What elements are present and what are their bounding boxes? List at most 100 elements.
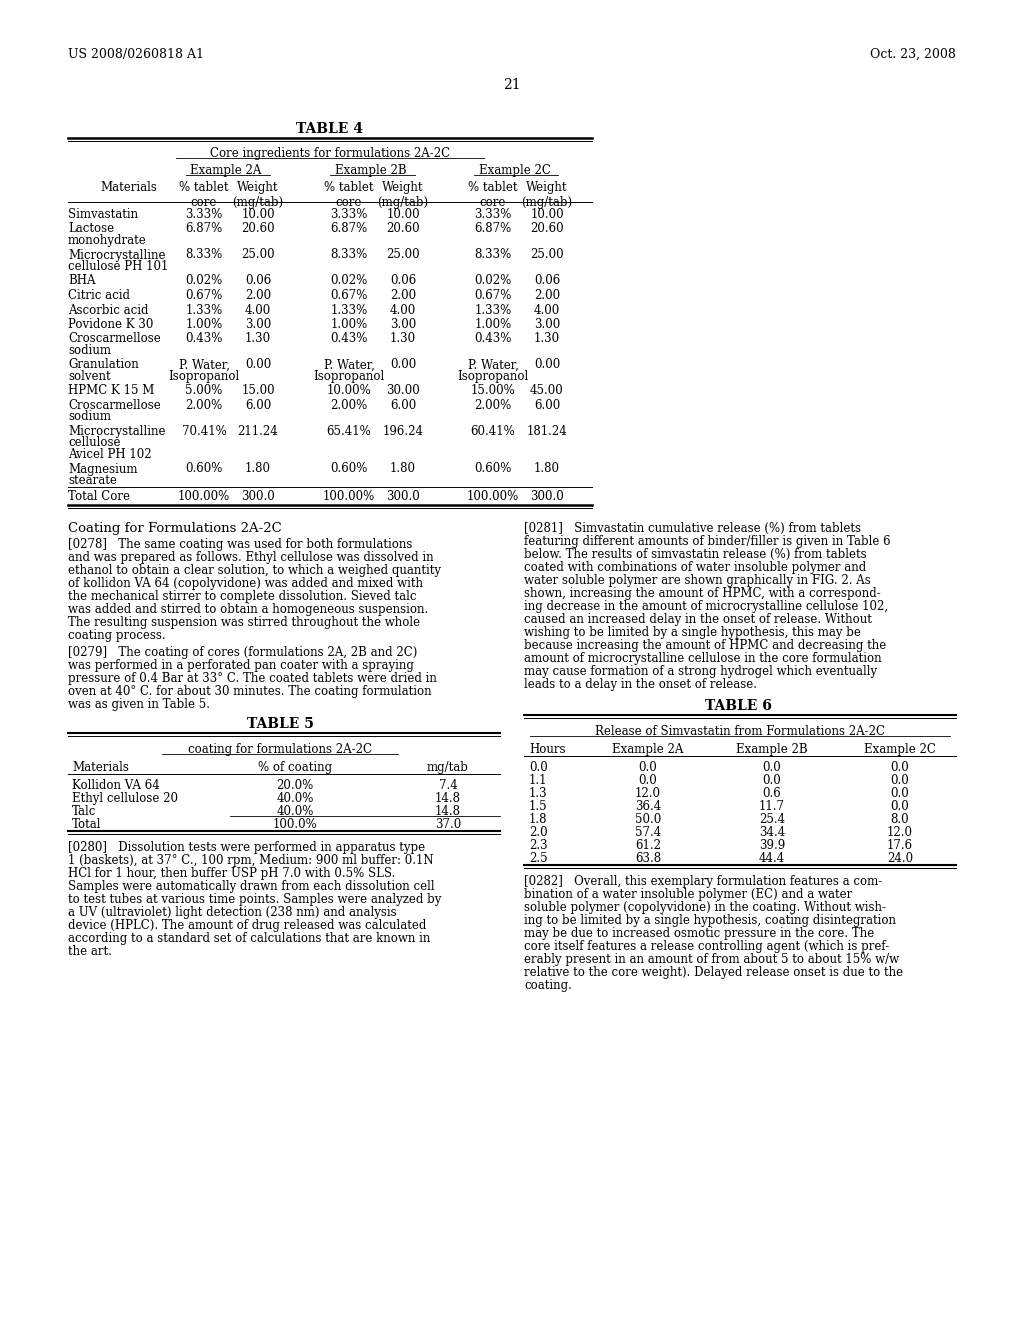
- Text: 25.4: 25.4: [759, 813, 785, 826]
- Text: coating for formulations 2A-2C: coating for formulations 2A-2C: [188, 743, 372, 756]
- Text: 1.33%: 1.33%: [331, 304, 368, 317]
- Text: [0282]   Overall, this exemplary formulation features a com-: [0282] Overall, this exemplary formulati…: [524, 875, 883, 888]
- Text: 1.00%: 1.00%: [474, 318, 512, 331]
- Text: solvent: solvent: [68, 370, 111, 383]
- Text: 0.0: 0.0: [891, 800, 909, 813]
- Text: 60.41%: 60.41%: [471, 425, 515, 438]
- Text: 4.00: 4.00: [245, 304, 271, 317]
- Text: 0.02%: 0.02%: [185, 275, 222, 288]
- Text: 100.00%: 100.00%: [467, 491, 519, 503]
- Text: Lactose: Lactose: [68, 223, 114, 235]
- Text: 1.30: 1.30: [534, 333, 560, 346]
- Text: 4.00: 4.00: [534, 304, 560, 317]
- Text: was as given in Table 5.: was as given in Table 5.: [68, 698, 210, 711]
- Text: 40.0%: 40.0%: [276, 805, 313, 818]
- Text: HCl for 1 hour, then buffer USP pH 7.0 with 0.5% SLS.: HCl for 1 hour, then buffer USP pH 7.0 w…: [68, 867, 395, 880]
- Text: 100.0%: 100.0%: [272, 818, 317, 832]
- Text: 196.24: 196.24: [383, 425, 424, 438]
- Text: 2.00%: 2.00%: [185, 399, 222, 412]
- Text: Kollidon VA 64: Kollidon VA 64: [72, 779, 160, 792]
- Text: 61.2: 61.2: [635, 840, 662, 851]
- Text: 1.00%: 1.00%: [331, 318, 368, 331]
- Text: 211.24: 211.24: [238, 425, 279, 438]
- Text: 1.1: 1.1: [529, 774, 548, 787]
- Text: a UV (ultraviolet) light detection (238 nm) and analysis: a UV (ultraviolet) light detection (238 …: [68, 906, 396, 919]
- Text: Ethyl cellulose 20: Ethyl cellulose 20: [72, 792, 178, 805]
- Text: 0.06: 0.06: [534, 275, 560, 288]
- Text: 1 (baskets), at 37° C., 100 rpm, Medium: 900 ml buffer: 0.1N: 1 (baskets), at 37° C., 100 rpm, Medium:…: [68, 854, 433, 867]
- Text: 0.06: 0.06: [245, 275, 271, 288]
- Text: P. Water,: P. Water,: [178, 359, 229, 371]
- Text: 15.00: 15.00: [242, 384, 274, 397]
- Text: 300.0: 300.0: [530, 491, 564, 503]
- Text: erably present in an amount of from about 5 to about 15% w/w: erably present in an amount of from abou…: [524, 953, 899, 966]
- Text: Avicel PH 102: Avicel PH 102: [68, 447, 152, 461]
- Text: 0.0: 0.0: [639, 774, 657, 787]
- Text: Total Core: Total Core: [68, 491, 130, 503]
- Text: was added and stirred to obtain a homogeneous suspension.: was added and stirred to obtain a homoge…: [68, 603, 428, 616]
- Text: BHA: BHA: [68, 275, 95, 288]
- Text: TABLE 6: TABLE 6: [705, 700, 771, 713]
- Text: 0.43%: 0.43%: [474, 333, 512, 346]
- Text: Croscarmellose: Croscarmellose: [68, 333, 161, 346]
- Text: relative to the core weight). Delayed release onset is due to the: relative to the core weight). Delayed re…: [524, 966, 903, 979]
- Text: 2.3: 2.3: [529, 840, 548, 851]
- Text: 20.60: 20.60: [386, 223, 420, 235]
- Text: 10.00: 10.00: [530, 209, 564, 220]
- Text: 0.67%: 0.67%: [185, 289, 222, 302]
- Text: 3.33%: 3.33%: [185, 209, 222, 220]
- Text: Example 2C: Example 2C: [479, 164, 551, 177]
- Text: water soluble polymer are shown graphically in FIG. 2. As: water soluble polymer are shown graphica…: [524, 574, 870, 587]
- Text: 30.00: 30.00: [386, 384, 420, 397]
- Text: % tablet
core: % tablet core: [468, 181, 518, 209]
- Text: 44.4: 44.4: [759, 851, 785, 865]
- Text: Isopropanol: Isopropanol: [313, 370, 385, 383]
- Text: cellulose PH 101: cellulose PH 101: [68, 260, 168, 273]
- Text: 0.0: 0.0: [763, 774, 781, 787]
- Text: 181.24: 181.24: [526, 425, 567, 438]
- Text: mg/tab: mg/tab: [427, 762, 469, 774]
- Text: 300.0: 300.0: [386, 491, 420, 503]
- Text: of kollidon VA 64 (copolyvidone) was added and mixed with: of kollidon VA 64 (copolyvidone) was add…: [68, 577, 423, 590]
- Text: core itself features a release controlling agent (which is pref-: core itself features a release controlli…: [524, 940, 889, 953]
- Text: amount of microcrystalline cellulose in the core formulation: amount of microcrystalline cellulose in …: [524, 652, 882, 665]
- Text: 8.33%: 8.33%: [331, 248, 368, 261]
- Text: 0.0: 0.0: [529, 762, 548, 774]
- Text: 3.00: 3.00: [534, 318, 560, 331]
- Text: Core ingredients for formulations 2A-2C: Core ingredients for formulations 2A-2C: [210, 147, 451, 160]
- Text: because increasing the amount of HPMC and decreasing the: because increasing the amount of HPMC an…: [524, 639, 886, 652]
- Text: 11.7: 11.7: [759, 800, 785, 813]
- Text: 50.0: 50.0: [635, 813, 662, 826]
- Text: 12.0: 12.0: [635, 787, 662, 800]
- Text: 6.87%: 6.87%: [474, 223, 512, 235]
- Text: 0.00: 0.00: [534, 359, 560, 371]
- Text: 0.02%: 0.02%: [331, 275, 368, 288]
- Text: 1.30: 1.30: [245, 333, 271, 346]
- Text: 20.60: 20.60: [242, 223, 274, 235]
- Text: monohydrate: monohydrate: [68, 234, 146, 247]
- Text: and was prepared as follows. Ethyl cellulose was dissolved in: and was prepared as follows. Ethyl cellu…: [68, 550, 433, 564]
- Text: 0.06: 0.06: [390, 275, 416, 288]
- Text: Weight
(mg/tab): Weight (mg/tab): [378, 181, 429, 209]
- Text: Example 2A: Example 2A: [612, 743, 684, 756]
- Text: the mechanical stirrer to complete dissolution. Sieved talc: the mechanical stirrer to complete disso…: [68, 590, 417, 603]
- Text: % tablet
core: % tablet core: [325, 181, 374, 209]
- Text: Total: Total: [72, 818, 101, 832]
- Text: 0.02%: 0.02%: [474, 275, 512, 288]
- Text: 0.00: 0.00: [390, 359, 416, 371]
- Text: coated with combinations of water insoluble polymer and: coated with combinations of water insolu…: [524, 561, 866, 574]
- Text: 36.4: 36.4: [635, 800, 662, 813]
- Text: soluble polymer (copolyvidone) in the coating. Without wish-: soluble polymer (copolyvidone) in the co…: [524, 902, 886, 913]
- Text: caused an increased delay in the onset of release. Without: caused an increased delay in the onset o…: [524, 612, 871, 626]
- Text: P. Water,: P. Water,: [468, 359, 518, 371]
- Text: Weight
(mg/tab): Weight (mg/tab): [232, 181, 284, 209]
- Text: 100.00%: 100.00%: [178, 491, 230, 503]
- Text: 6.87%: 6.87%: [331, 223, 368, 235]
- Text: device (HPLC). The amount of drug released was calculated: device (HPLC). The amount of drug releas…: [68, 919, 426, 932]
- Text: Materials: Materials: [72, 762, 129, 774]
- Text: 70.41%: 70.41%: [181, 425, 226, 438]
- Text: oven at 40° C. for about 30 minutes. The coating formulation: oven at 40° C. for about 30 minutes. The…: [68, 685, 432, 698]
- Text: [0280]   Dissolution tests were performed in apparatus type: [0280] Dissolution tests were performed …: [68, 841, 425, 854]
- Text: 3.00: 3.00: [245, 318, 271, 331]
- Text: 0.6: 0.6: [763, 787, 781, 800]
